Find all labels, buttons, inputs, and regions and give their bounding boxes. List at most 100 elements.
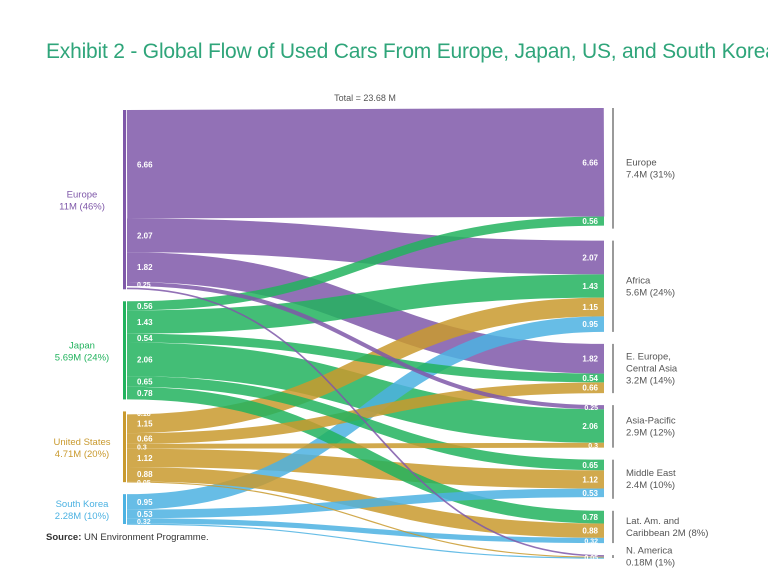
value-right-japan-to-africa: 1.43 [582, 282, 598, 291]
flow-europe-to-asia-pacific [126, 281, 605, 410]
value-left-united-states-to-n-america: 0.05 [137, 480, 151, 487]
value-right-united-states-to-middle-east: 1.12 [582, 475, 598, 484]
source-bar-united-states [123, 411, 126, 483]
flow-europe-to-n-america [126, 287, 605, 557]
source-value-united-states: 4.71M (20%) [55, 449, 109, 460]
flow-south-korea-to-lat-am-and-caribbean [126, 518, 605, 544]
target-label-asia-pacific-line-2: 2.9M (12%) [626, 427, 675, 438]
target-label-e-europe-central-asia-line-2: Central Asia [626, 364, 678, 375]
total-label: Total = 23.68 M [334, 93, 396, 103]
target-label-africa-line-1: Africa [626, 275, 651, 286]
target-label-asia-pacific-line-1: Asia-Pacific [626, 415, 676, 426]
flow-united-states-to-middle-east [126, 448, 605, 489]
target-label-lat-am-and-caribbean-line-1: Lat. Am. and [626, 516, 679, 527]
value-right-south-korea-to-lat-am-and-caribbean: 0.32 [584, 538, 598, 545]
flow-japan-to-asia-pacific [126, 342, 605, 443]
source-label-europe: Europe [67, 190, 98, 201]
value-left-japan-to-middle-east: 0.65 [137, 377, 153, 386]
target-label-n-america-line-2: 0.18M (1%) [626, 558, 675, 569]
source-value-japan: 5.69M (24%) [55, 352, 109, 363]
target-label-europe-line-2: 7.4M (31%) [626, 169, 675, 180]
value-left-united-states-to-africa: 1.15 [137, 420, 153, 429]
target-bar-lat-am-and-caribbean [612, 510, 614, 544]
value-right-europe-to-e-europe-central-asia: 1.82 [582, 355, 598, 364]
source-label-japan: Japan [69, 340, 95, 351]
value-left-united-states-to-europe: 0.18 [137, 411, 151, 418]
flow-europe-to-africa [126, 218, 605, 275]
value-left-united-states-to-asia-pacific: 0.3 [137, 444, 147, 451]
flow-united-states-to-e-europe-central-asia [126, 382, 605, 444]
source-text: UN Environment Programme. [84, 532, 209, 543]
value-left-japan-to-africa: 1.43 [137, 318, 153, 327]
target-label-middle-east-line-1: Middle East [626, 468, 676, 479]
target-bar-europe [612, 108, 614, 229]
value-right-south-korea-to-africa: 0.95 [582, 320, 598, 329]
value-left-japan-to-asia-pacific: 2.06 [137, 355, 153, 364]
flow-south-korea-to-n-america [126, 523, 605, 559]
source-value-south-korea: 2.28M (10%) [55, 511, 109, 522]
value-right-japan-to-europe: 0.56 [582, 217, 598, 226]
source-bar-japan [123, 301, 126, 400]
target-label-e-europe-central-asia-line-1: E. Europe, [626, 352, 671, 363]
value-right-japan-to-e-europe-central-asia: 0.54 [582, 374, 598, 383]
target-label-europe-line-1: Europe [626, 157, 657, 168]
flow-united-states-to-asia-pacific [126, 442, 605, 449]
source-bar-europe [123, 110, 126, 290]
value-left-europe-to-europe: 6.66 [137, 160, 153, 169]
value-left-europe-to-e-europe-central-asia: 1.82 [137, 263, 153, 272]
value-right-united-states-to-africa: 1.15 [582, 303, 598, 312]
target-bar-e-europe-central-asia [612, 343, 614, 394]
value-right-united-states-to-n-america: 0.05 [584, 555, 598, 562]
value-right-japan-to-middle-east: 0.65 [582, 461, 598, 470]
value-right-united-states-to-lat-am-and-caribbean: 0.88 [582, 527, 598, 536]
value-right-japan-to-lat-am-and-caribbean: 0.78 [582, 513, 598, 522]
value-right-united-states-to-asia-pacific: 0.3 [588, 443, 598, 450]
target-bar-africa [612, 240, 614, 332]
value-labels: 6.66 6.66 2.07 2.07 1.82 1.82 0.25 0.25 0.56 0.56… [137, 0, 599, 562]
target-label-e-europe-central-asia-line-3: 3.2M (14%) [626, 376, 675, 387]
target-bar-asia-pacific [612, 405, 614, 448]
target-label-n-america-line-1: N. America [626, 546, 673, 557]
flow-united-states-to-n-america [126, 481, 605, 558]
value-right-europe-to-africa: 2.07 [582, 253, 598, 262]
value-left-europe-to-africa: 2.07 [137, 231, 153, 240]
value-right-united-states-to-europe: 0.18 [584, 0, 598, 2]
value-left-united-states-to-e-europe-central-asia: 0.66 [137, 434, 153, 443]
value-left-south-korea-to-lat-am-and-caribbean: 0.32 [137, 519, 151, 526]
value-left-south-korea-to-middle-east: 0.53 [137, 510, 153, 519]
target-label-lat-am-and-caribbean-line-2: Caribbean 2M (8%) [626, 528, 708, 539]
chart-title: Exhibit 2 - Global Flow of Used Cars Fro… [46, 40, 768, 63]
value-right-united-states-to-e-europe-central-asia: 0.66 [582, 384, 598, 393]
value-left-south-korea-to-africa: 0.95 [137, 498, 153, 507]
source-label-south-korea: South Korea [56, 499, 110, 510]
value-left-japan-to-e-europe-central-asia: 0.54 [137, 334, 153, 343]
flow-japan-to-lat-am-and-caribbean [126, 386, 605, 524]
source-note: Source: UN Environment Programme. [46, 532, 209, 543]
target-bar-middle-east [612, 459, 614, 499]
value-left-japan-to-lat-am-and-caribbean: 0.78 [137, 389, 153, 398]
flow-south-korea-to-middle-east [126, 488, 605, 519]
value-right-south-korea-to-middle-east: 0.53 [582, 489, 598, 498]
source-label: Source: [46, 532, 82, 543]
value-right-europe-to-europe: 6.66 [582, 158, 598, 167]
source-bar-south-korea [123, 494, 126, 524]
flow-united-states-to-africa [126, 297, 605, 434]
source-value-europe: 11M (46%) [59, 202, 105, 213]
flow-japan-to-e-europe-central-asia [126, 333, 605, 383]
value-left-japan-to-europe: 0.56 [137, 302, 153, 311]
flow-japan-to-europe [126, 216, 605, 311]
flow-europe-to-europe [126, 108, 605, 219]
target-bar-n-america [612, 555, 614, 558]
source-label-united-states: United States [53, 437, 110, 448]
target-label-middle-east-line-2: 2.4M (10%) [626, 480, 675, 491]
value-left-united-states-to-middle-east: 1.12 [137, 454, 153, 463]
value-right-japan-to-asia-pacific: 2.06 [582, 422, 598, 431]
flow-japan-to-africa [126, 274, 605, 334]
target-label-africa-line-2: 5.6M (24%) [626, 287, 675, 298]
value-left-united-states-to-lat-am-and-caribbean: 0.88 [137, 470, 153, 479]
value-right-europe-to-asia-pacific: 0.25 [584, 405, 598, 412]
flow-links [126, 108, 605, 559]
